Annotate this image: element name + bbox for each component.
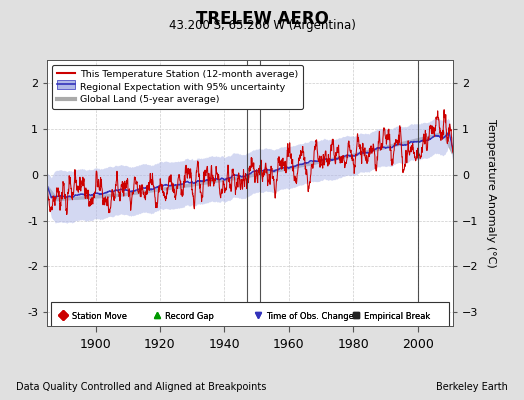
Text: 1960: 1960: [273, 338, 304, 351]
Text: 1980: 1980: [337, 338, 369, 351]
Text: Record Gap: Record Gap: [165, 312, 214, 321]
Text: 1900: 1900: [80, 338, 112, 351]
Text: Station Move: Station Move: [71, 312, 126, 321]
Text: Empirical Break: Empirical Break: [364, 312, 430, 321]
Text: 2000: 2000: [402, 338, 434, 351]
FancyBboxPatch shape: [51, 302, 449, 329]
Text: 43.200 S, 65.266 W (Argentina): 43.200 S, 65.266 W (Argentina): [169, 19, 355, 32]
Legend: This Temperature Station (12-month average), Regional Expectation with 95% uncer: This Temperature Station (12-month avera…: [52, 65, 303, 109]
Text: Record Gap: Record Gap: [165, 312, 214, 321]
Text: Data Quality Controlled and Aligned at Breakpoints: Data Quality Controlled and Aligned at B…: [16, 382, 266, 392]
Y-axis label: Temperature Anomaly (°C): Temperature Anomaly (°C): [486, 119, 496, 267]
Text: 1940: 1940: [209, 338, 240, 351]
Text: Time of Obs. Change: Time of Obs. Change: [266, 312, 354, 321]
Text: Berkeley Earth: Berkeley Earth: [436, 382, 508, 392]
Text: 1920: 1920: [144, 338, 176, 351]
Text: Station Move: Station Move: [71, 312, 126, 321]
Text: TRELEW AERO: TRELEW AERO: [195, 10, 329, 28]
Text: Time of Obs. Change: Time of Obs. Change: [266, 312, 354, 321]
Text: Empirical Break: Empirical Break: [364, 312, 430, 321]
